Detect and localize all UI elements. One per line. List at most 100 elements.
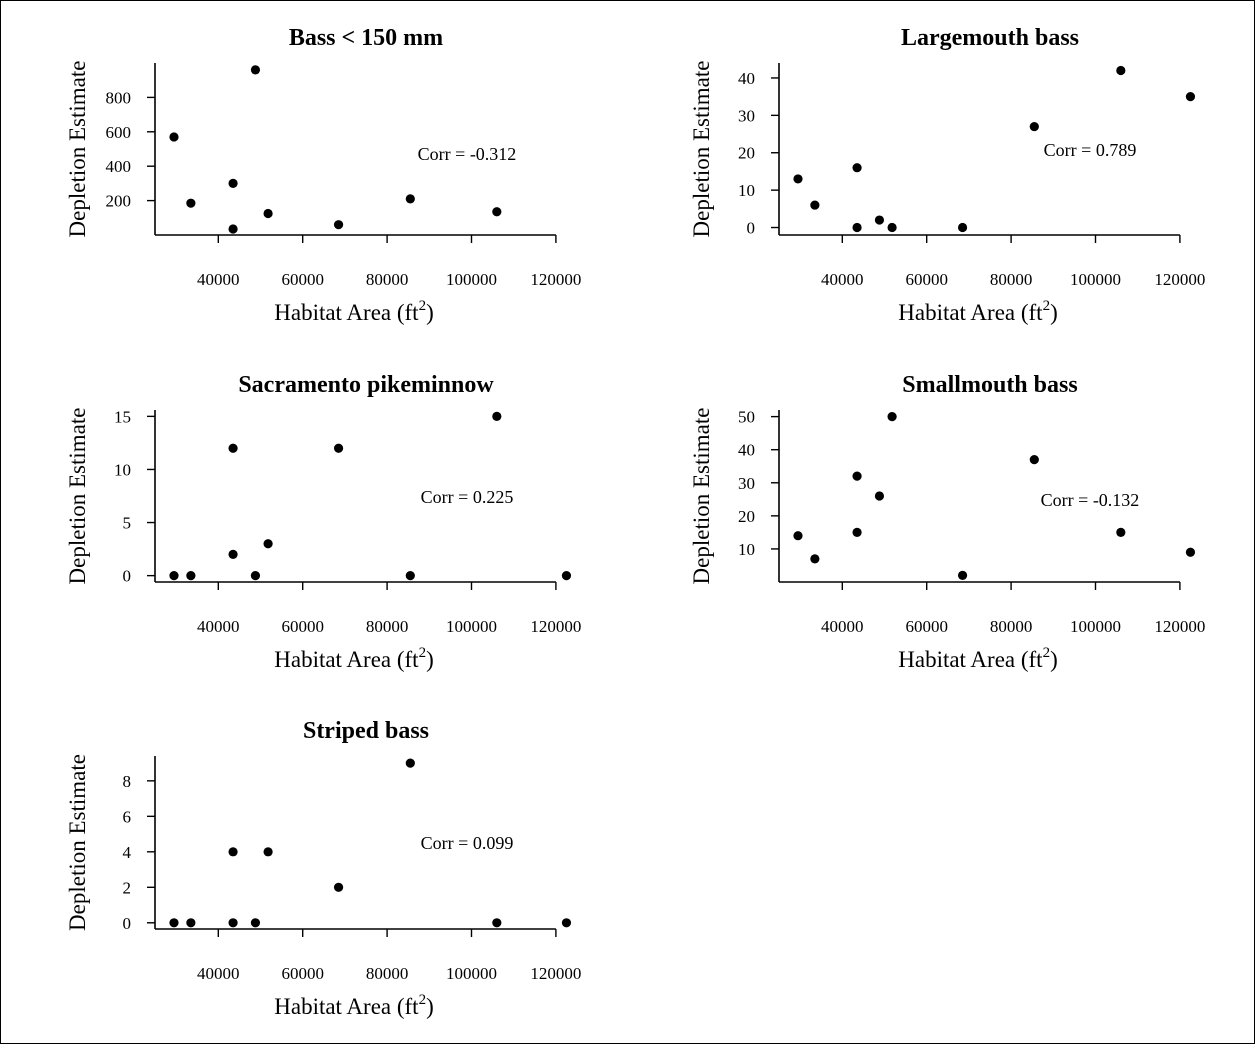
- y-axis-label: Depletion Estimate: [65, 408, 90, 585]
- y-tick-label: 0: [123, 914, 132, 933]
- data-point: [887, 412, 897, 422]
- data-point: [228, 443, 238, 453]
- x-tick-label: 40000: [197, 617, 240, 636]
- data-point: [333, 882, 344, 892]
- data-point: [405, 571, 415, 581]
- x-tick-label: 100000: [1070, 270, 1121, 289]
- data-point: [228, 847, 238, 857]
- x-tick-label: 60000: [905, 617, 948, 636]
- chart-title: Sacramento pikeminnow: [238, 372, 494, 398]
- data-point: [405, 758, 415, 768]
- x-tick-label: 120000: [1154, 617, 1205, 636]
- x-tick-label: 80000: [990, 617, 1033, 636]
- y-tick-label: 0: [123, 567, 132, 586]
- chart-panel-4: Smallmouth bass 40000 60000 80000 100000 1200…: [689, 372, 1205, 672]
- data-point: [405, 194, 415, 204]
- y-axis-label: Depletion Estimate: [689, 61, 714, 238]
- correlation-annotation: Corr = 0.225: [421, 487, 514, 507]
- data-point: [1185, 547, 1196, 557]
- x-tick-label: 80000: [366, 617, 409, 636]
- y-axis-label: Depletion Estimate: [689, 408, 714, 585]
- data-point: [492, 207, 502, 217]
- y-tick-label: 400: [106, 157, 132, 176]
- data-point: [228, 224, 238, 234]
- chart-title: Bass < 150 mm: [289, 25, 443, 51]
- data-point: [186, 571, 196, 581]
- correlation-annotation: Corr = 0.099: [421, 833, 514, 853]
- y-tick-label: 30: [738, 106, 755, 125]
- y-axis-label: Depletion Estimate: [65, 754, 90, 931]
- x-axis-label-text: Habitat Area (ft: [898, 300, 1043, 325]
- data-point: [186, 198, 196, 208]
- data-point: [793, 531, 803, 541]
- chart-title: Striped bass: [303, 718, 429, 744]
- y-tick-label: 20: [738, 507, 755, 526]
- data-point: [957, 570, 968, 580]
- y-tick-label: 2: [123, 878, 132, 897]
- chart-title: Smallmouth bass: [902, 372, 1077, 398]
- data-point: [250, 571, 261, 581]
- data-point: [874, 491, 885, 501]
- y-tick-label: 30: [738, 474, 755, 493]
- chart-panel-2: Largemouth bass 40000 60000 80000 100000 1200…: [689, 25, 1205, 325]
- y-tick-label: 10: [738, 181, 755, 200]
- x-tick-label: 120000: [530, 964, 581, 983]
- y-tick-label: 50: [738, 408, 755, 427]
- data-point: [333, 220, 344, 230]
- x-axis-label: Habitat Area (ft2): [274, 645, 434, 672]
- data-point: [1116, 527, 1126, 537]
- y-tick-label: 5: [123, 514, 132, 533]
- x-tick-label: 120000: [530, 270, 581, 289]
- data-point: [852, 222, 862, 233]
- y-tick-label: 10: [114, 460, 131, 479]
- data-point: [250, 65, 261, 75]
- x-axis-label-text: Habitat Area (ft: [274, 647, 419, 672]
- x-axis-label: Habitat Area (ft2): [898, 298, 1058, 325]
- x-tick-label: 80000: [366, 270, 409, 289]
- x-tick-label: 80000: [366, 964, 409, 983]
- data-point: [250, 918, 261, 928]
- y-tick-label: 4: [123, 843, 132, 862]
- data-point: [1029, 121, 1039, 132]
- data-point: [852, 527, 862, 537]
- data-point: [793, 174, 803, 184]
- x-tick-label: 100000: [446, 617, 497, 636]
- x-tick-label: 60000: [905, 270, 948, 289]
- x-axis-label: Habitat Area (ft2): [274, 992, 434, 1019]
- x-tick-label: 100000: [446, 964, 497, 983]
- data-point: [957, 222, 968, 233]
- x-axis-label-superscript: 2: [419, 992, 427, 1008]
- x-tick-label: 60000: [281, 964, 324, 983]
- data-point: [263, 539, 273, 549]
- y-tick-label: 200: [106, 192, 132, 211]
- x-axis-label-suffix: ): [426, 647, 434, 672]
- data-point: [333, 443, 344, 453]
- x-axis-label-superscript: 2: [419, 298, 427, 314]
- data-point: [169, 918, 179, 928]
- data-point: [169, 571, 179, 581]
- y-tick-label: 20: [738, 144, 755, 163]
- data-point: [852, 471, 862, 481]
- chart-panel-3: Sacramento pikeminnow 40000 60000 80000 1000…: [65, 372, 581, 672]
- x-axis-label-suffix: ): [426, 994, 434, 1019]
- chart-title: Largemouth bass: [901, 25, 1079, 51]
- data-point: [263, 208, 273, 219]
- x-tick-label: 40000: [821, 617, 864, 636]
- x-tick-label: 120000: [530, 617, 581, 636]
- data-point: [186, 918, 196, 928]
- chart-panel-1: Bass < 150 mm 40000 60000 80000 100000 120000…: [65, 25, 581, 325]
- y-tick-label: 600: [106, 123, 132, 142]
- x-tick-label: 40000: [197, 270, 240, 289]
- correlation-annotation: Corr = 0.789: [1044, 140, 1137, 160]
- x-axis-label: Habitat Area (ft2): [898, 645, 1058, 672]
- y-tick-label: 0: [747, 219, 756, 238]
- y-tick-label: 8: [123, 772, 132, 791]
- data-point: [228, 178, 238, 188]
- data-point: [874, 215, 885, 225]
- data-point: [492, 918, 502, 928]
- x-axis-label-suffix: ): [1050, 647, 1058, 672]
- data-point: [228, 549, 238, 559]
- data-point: [852, 163, 862, 173]
- x-tick-label: 40000: [197, 964, 240, 983]
